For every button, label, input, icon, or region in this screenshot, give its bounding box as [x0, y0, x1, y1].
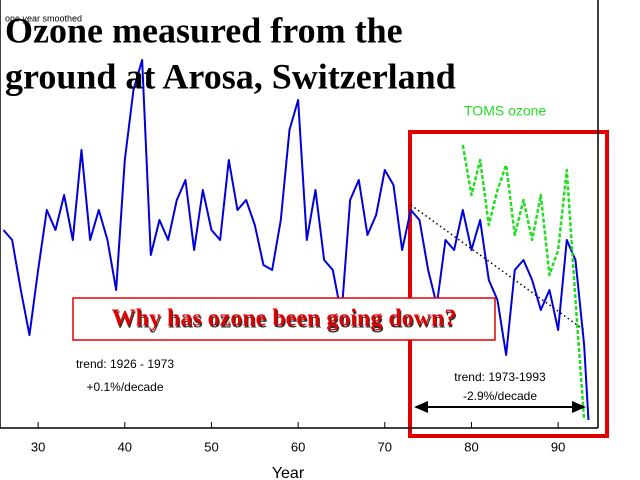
- x-tick-label: 80: [464, 439, 478, 454]
- series-line: [2, 59, 590, 421]
- annotation: -2.9%/decade: [463, 389, 537, 403]
- x-axis-label: Year: [272, 465, 305, 480]
- title-line: ground at Arosa, Switzerland: [5, 56, 456, 96]
- legend-label: TOMS ozone: [464, 103, 546, 119]
- question: Why has ozone been going down?: [112, 306, 457, 332]
- annotation: trend: 1973-1993: [454, 370, 546, 384]
- annotation: trend: 1926 - 1973: [76, 357, 174, 371]
- x-tick-label: 70: [378, 439, 392, 454]
- x-tick-label: 40: [118, 439, 132, 454]
- annotation: +0.1%/decade: [86, 380, 163, 394]
- x-tick-label: 90: [551, 439, 565, 454]
- series-line: [461, 144, 586, 421]
- x-tick-label: 50: [204, 439, 218, 454]
- title-line: Ozone measured from the: [5, 10, 403, 50]
- x-tick-label: 60: [291, 439, 305, 454]
- x-tick-label: 30: [31, 439, 45, 454]
- question-box: [72, 297, 496, 341]
- note: one year smoothed: [5, 13, 82, 23]
- double-arrow: [414, 401, 586, 413]
- question-shadow: Why has ozone been going down?: [113, 308, 458, 334]
- highlight-box: [408, 130, 609, 438]
